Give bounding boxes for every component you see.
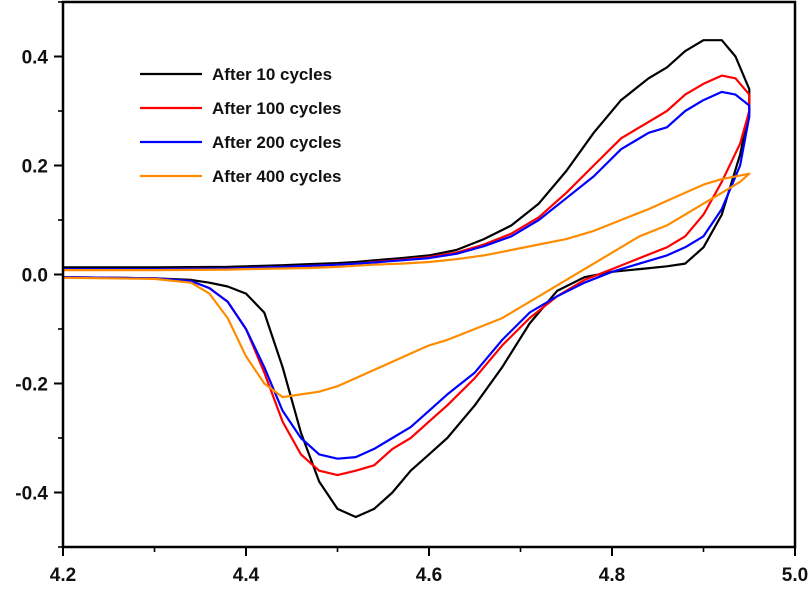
series-line-4	[62, 172, 751, 399]
y-tick-label: 0.4	[22, 48, 49, 69]
x-tick-label: 4.8	[599, 565, 625, 586]
y-tick-label: -0.4	[15, 484, 48, 505]
legend-label: After 200 cycles	[212, 133, 341, 152]
series-curves	[62, 39, 751, 519]
y-tick-label: -0.2	[15, 375, 48, 396]
legend-label: After 400 cycles	[212, 167, 341, 186]
x-tick-label: 4.6	[416, 565, 442, 586]
x-tick-label: 4.4	[233, 565, 260, 586]
y-tick-label: 0.2	[22, 157, 48, 178]
y-tick-label: 0.0	[22, 266, 48, 287]
x-tick-label: 4.2	[50, 565, 76, 586]
axes-ticks: 4.2 4.4 4.6 4.8 5.0 -0.4 -0.2 0.0 0.2 0.4	[15, 1, 808, 586]
legend-label: After 100 cycles	[212, 99, 341, 118]
legend: After 10 cycles After 100 cycles After 200…	[140, 65, 341, 186]
legend-label: After 10 cycles	[212, 65, 332, 84]
x-tick-label: 5.0	[782, 565, 808, 586]
series-line-1	[62, 39, 751, 519]
series-line-3	[62, 90, 751, 460]
